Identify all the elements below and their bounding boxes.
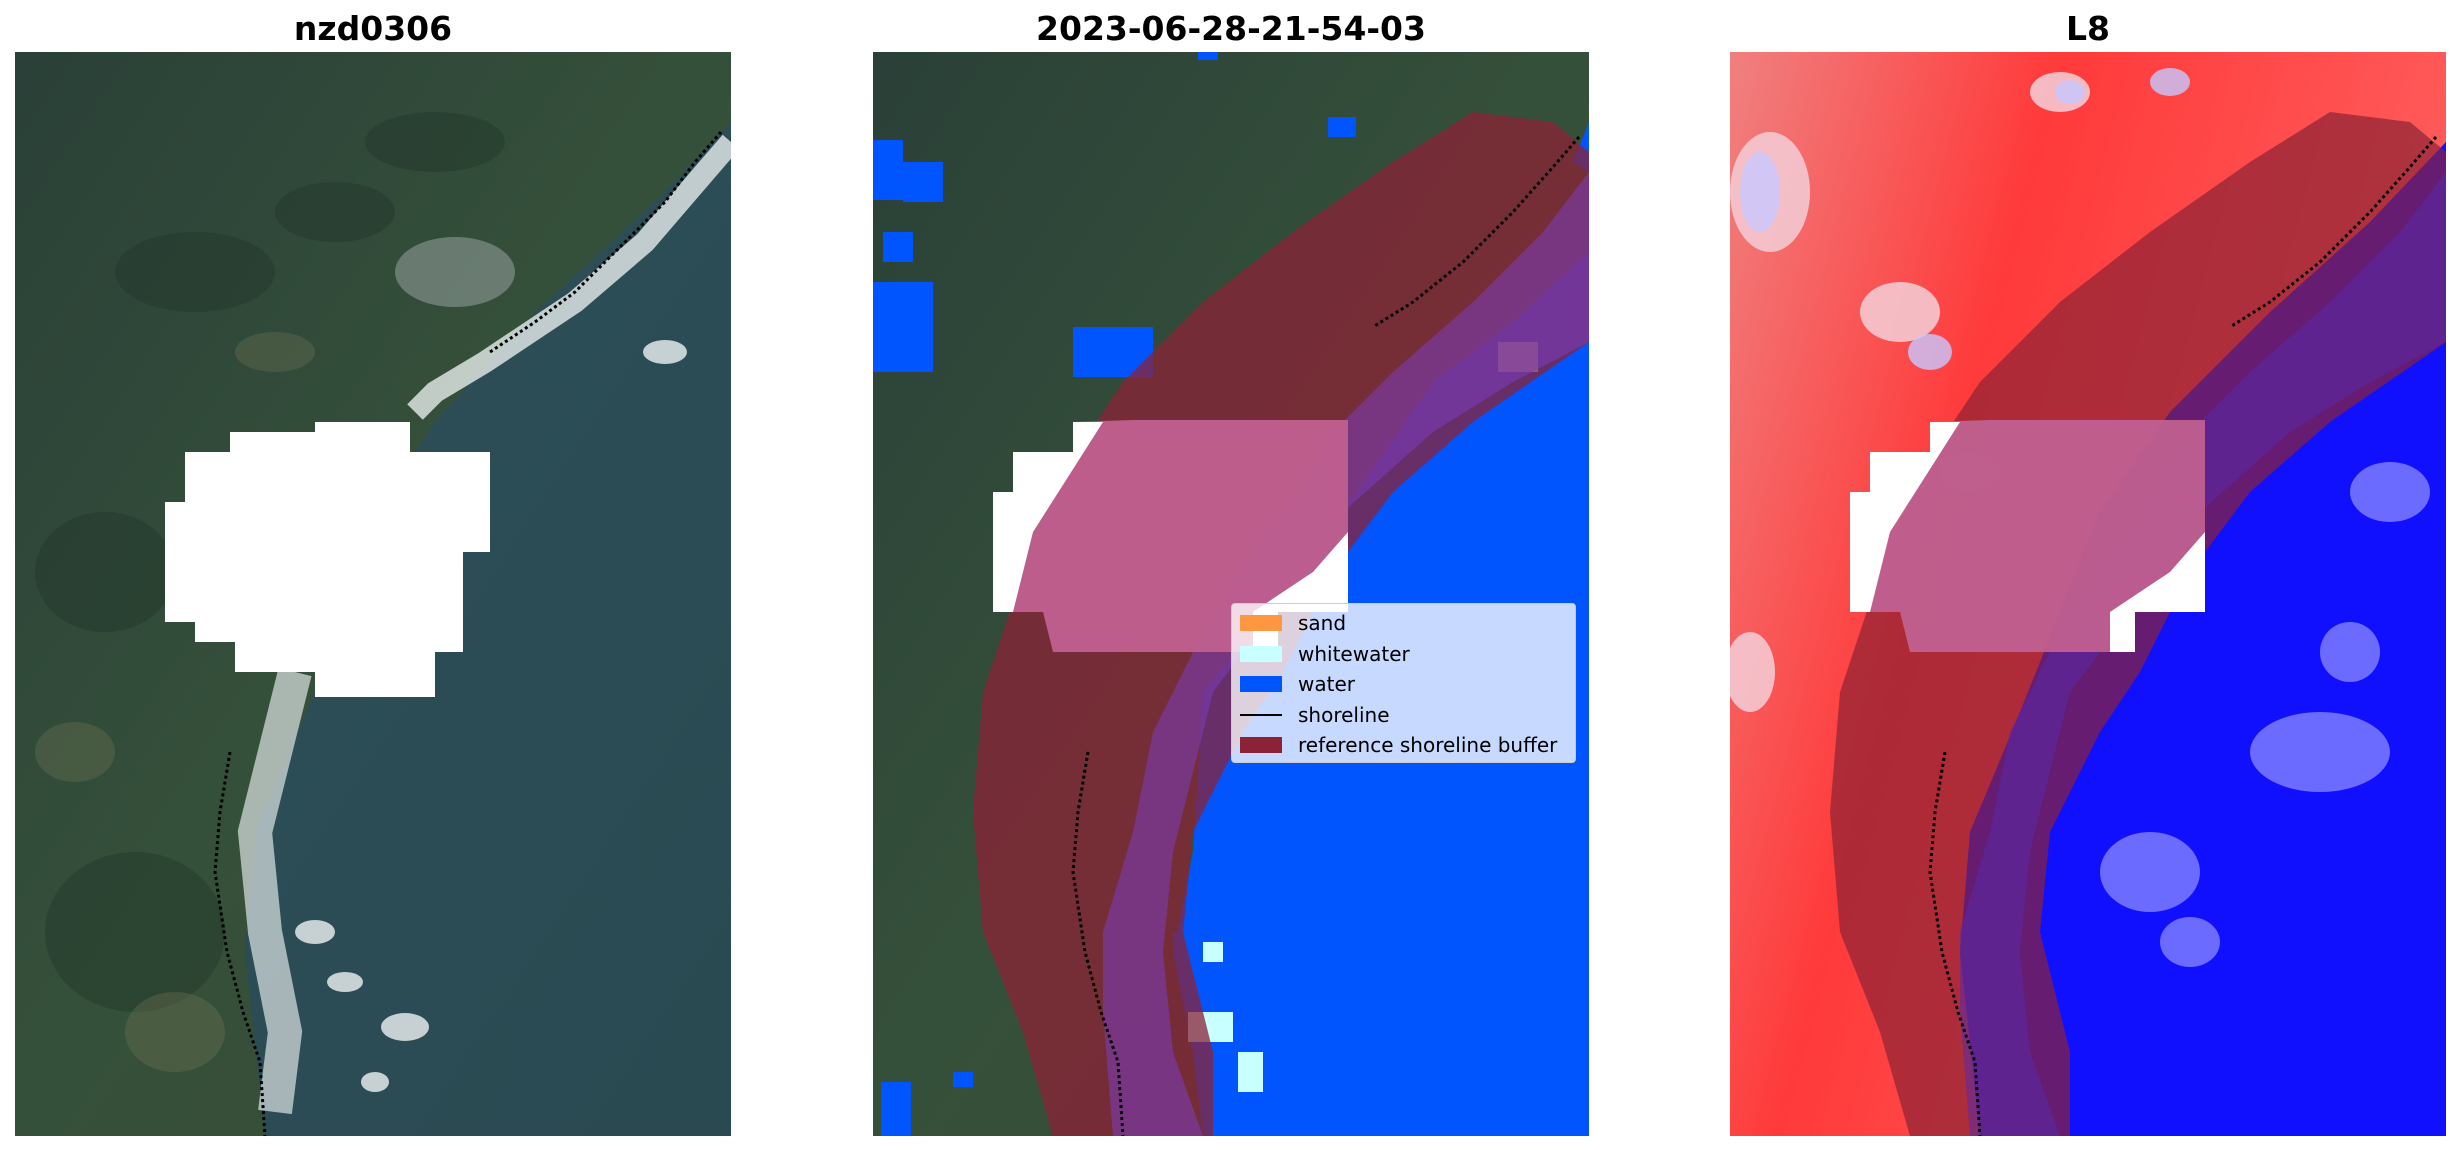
panel-title-classified: 2023-06-28-21-54-03 [1036, 9, 1426, 48]
index-image [1730, 52, 2446, 1136]
legend-swatch-water [1240, 676, 1282, 693]
legend-swatch-buffer [1240, 737, 1282, 754]
rgb-satellite-image [15, 52, 731, 1136]
legend-swatch-sand [1240, 615, 1282, 632]
legend: sand whitewater water shoreline referenc… [1231, 603, 1576, 763]
legend-label-water: water [1298, 672, 1355, 697]
classified-image [873, 52, 1589, 1136]
legend-swatch-whitewater [1240, 645, 1282, 662]
legend-label-buffer: reference shoreline buffer [1298, 733, 1558, 758]
legend-item-buffer: reference shoreline buffer [1240, 730, 1567, 761]
legend-label-sand: sand [1298, 611, 1347, 636]
legend-label-shoreline: shoreline [1298, 702, 1390, 727]
legend-item-shoreline: shoreline [1240, 700, 1567, 731]
panel-title-index: L8 [2066, 9, 2110, 48]
legend-item-water: water [1240, 669, 1567, 700]
legend-label-whitewater: whitewater [1298, 641, 1410, 666]
legend-line-shoreline [1240, 713, 1282, 716]
legend-item-sand: sand [1240, 608, 1567, 639]
legend-item-whitewater: whitewater [1240, 639, 1567, 670]
panel-title-rgb: nzd0306 [293, 9, 453, 48]
